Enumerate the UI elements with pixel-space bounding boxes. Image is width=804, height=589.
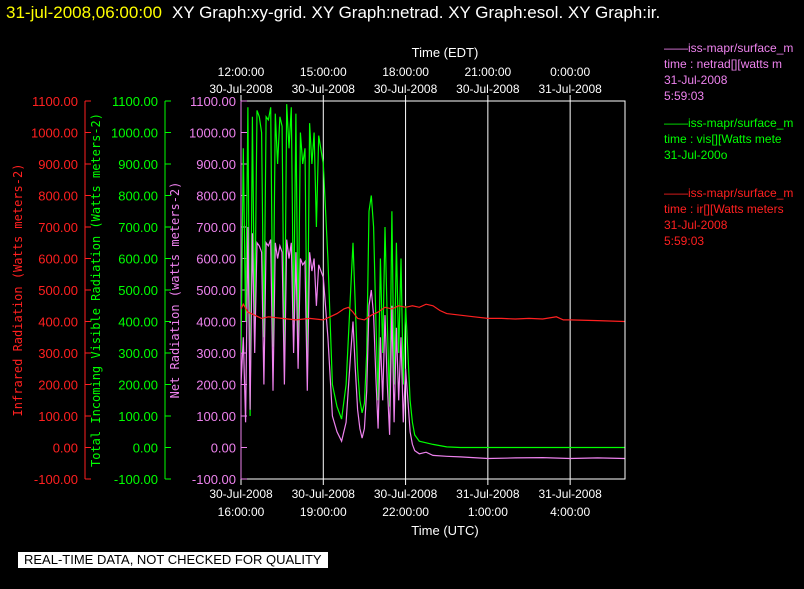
x-tick-label-utc-date: 31-Jul-2008 <box>538 487 602 501</box>
title-bar: 31-jul-2008,06:00:00 XY Graph:xy-grid. XY… <box>0 0 660 26</box>
y-tick-label-vis: 700.00 <box>118 220 158 235</box>
x-tick-label-utc-time: 16:00:00 <box>218 505 265 519</box>
legend-line: time : vis[][Watts mete <box>664 132 782 146</box>
series-line-ir <box>241 302 625 323</box>
y-tick-label-ir: 400.00 <box>38 315 78 330</box>
y-tick-label-ir: 100.00 <box>38 409 78 424</box>
y-tick-label-netrad: 1000.00 <box>189 126 236 141</box>
y-tick-label-netrad: 1100.00 <box>190 94 236 109</box>
x-tick-label-edt-date: 30-Jul-2008 <box>374 82 438 96</box>
y-axis-title-netrad: Net Radiation (watts meters-2) <box>168 182 182 399</box>
y-tick-label-netrad: 800.00 <box>196 189 236 204</box>
x-axis-title-utc: Time (UTC) <box>411 523 478 538</box>
y-tick-label-vis: 900.00 <box>118 157 158 172</box>
y-tick-label-ir: 0.00 <box>53 441 78 456</box>
x-tick-label-utc-date: 30-Jul-2008 <box>209 487 273 501</box>
y-tick-label-ir: 300.00 <box>38 346 78 361</box>
legend-line: 31-Jul-200o <box>664 148 728 162</box>
y-tick-label-netrad: 100.00 <box>196 409 236 424</box>
y-tick-label-ir: 600.00 <box>38 252 78 267</box>
y-tick-label-netrad: 400.00 <box>196 315 236 330</box>
y-tick-label-vis: 200.00 <box>118 378 158 393</box>
y-tick-label-vis: 600.00 <box>118 252 158 267</box>
legend-line: ——iss-mapr/surface_m <box>664 41 794 55</box>
x-tick-label-utc-time: 19:00:00 <box>300 505 347 519</box>
x-tick-label-edt-time: 18:00:00 <box>382 65 429 79</box>
legend-line: ——iss-mapr/surface_m <box>664 116 794 130</box>
x-tick-label-edt-date: 30-Jul-2008 <box>209 82 273 96</box>
x-tick-label-utc-date: 31-Jul-2008 <box>456 487 520 501</box>
y-tick-label-vis: -100.00 <box>114 472 158 487</box>
x-tick-label-edt-date: 31-Jul-2008 <box>538 82 602 96</box>
y-tick-label-ir: 700.00 <box>38 220 78 235</box>
y-axis-title-vis: Total Incoming Visible Radiation (Watts … <box>89 113 103 467</box>
quality-note: REAL-TIME DATA, NOT CHECKED FOR QUALITY <box>18 552 328 568</box>
y-tick-label-vis: 0.00 <box>133 441 158 456</box>
legend-line: 31-Jul-2008 <box>664 73 728 87</box>
y-tick-label-netrad: -100.00 <box>192 472 236 487</box>
x-tick-label-edt-time: 15:00:00 <box>300 65 347 79</box>
y-tick-label-ir: 1100.00 <box>32 94 78 109</box>
y-tick-label-netrad: 900.00 <box>196 157 236 172</box>
y-tick-label-ir: 200.00 <box>38 378 78 393</box>
y-tick-label-netrad: 500.00 <box>196 283 236 298</box>
y-tick-label-ir: 500.00 <box>38 283 78 298</box>
x-tick-label-edt-date: 30-Jul-2008 <box>292 82 356 96</box>
y-tick-label-ir: 900.00 <box>38 157 78 172</box>
x-tick-label-utc-time: 1:00:00 <box>468 505 508 519</box>
legend-line: 5:59:03 <box>664 89 705 103</box>
x-tick-label-edt-time: 21:00:00 <box>464 65 511 79</box>
y-tick-label-netrad: 700.00 <box>196 220 236 235</box>
x-tick-label-utc-date: 30-Jul-2008 <box>374 487 438 501</box>
legend-line: 31-Jul-2008 <box>664 218 728 232</box>
y-tick-label-vis: 400.00 <box>118 315 158 330</box>
legend-line: ——iss-mapr/surface_m <box>664 186 794 200</box>
x-tick-label-utc-date: 30-Jul-2008 <box>292 487 356 501</box>
legend-line: time : ir[][Watts meters <box>664 202 784 216</box>
y-tick-label-ir: 800.00 <box>38 189 78 204</box>
window-graph-names: XY Graph:xy-grid. XY Graph:netrad. XY Gr… <box>171 3 661 22</box>
y-tick-label-netrad: 0.00 <box>211 441 236 456</box>
y-tick-label-ir: -100.00 <box>34 472 78 487</box>
y-tick-label-vis: 500.00 <box>118 283 158 298</box>
y-tick-label-vis: 1000.00 <box>111 126 158 141</box>
x-tick-label-utc-time: 4:00:00 <box>550 505 590 519</box>
series-line-vis <box>241 104 625 449</box>
y-tick-label-vis: 100.00 <box>118 409 158 424</box>
y-tick-label-vis: 300.00 <box>118 346 158 361</box>
x-tick-label-edt-time: 0:00:00 <box>550 65 590 79</box>
y-tick-label-vis: 800.00 <box>118 189 158 204</box>
x-tick-label-utc-time: 22:00:00 <box>382 505 429 519</box>
y-tick-label-ir: 1000.00 <box>31 126 78 141</box>
x-tick-label-edt-date: 30-Jul-2008 <box>456 82 520 96</box>
y-tick-label-netrad: 200.00 <box>196 378 236 393</box>
y-tick-label-netrad: 600.00 <box>196 252 236 267</box>
x-tick-label-edt-time: 12:00:00 <box>218 65 265 79</box>
y-tick-label-vis: 1100.00 <box>112 94 158 109</box>
y-tick-label-netrad: 300.00 <box>196 346 236 361</box>
y-axis-title-ir: Infrared Radiation (Watts meters-2) <box>11 164 25 417</box>
window-date-time: 31-jul-2008,06:00:00 <box>6 3 162 22</box>
legend-line: 5:59:03 <box>664 234 705 248</box>
x-axis-title-edt: Time (EDT) <box>412 45 479 60</box>
series-line-netrad <box>241 226 625 460</box>
legend-line: time : netrad[][watts m <box>664 57 783 71</box>
